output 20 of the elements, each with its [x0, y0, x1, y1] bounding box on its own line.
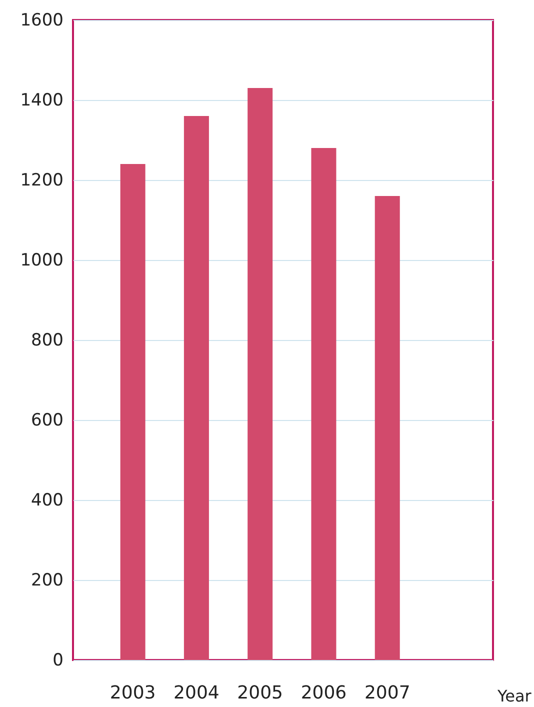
x-tick-label: 2005 — [237, 682, 283, 704]
x-tick-label: 2006 — [300, 682, 347, 704]
y-tick-label: 0 — [52, 650, 64, 670]
bar — [374, 196, 400, 660]
x-tick-label: 2007 — [364, 682, 410, 704]
x-tick-label: 2003 — [110, 682, 156, 704]
y-tick-label: 600 — [31, 410, 64, 430]
x-axis-title: Year — [496, 686, 532, 706]
bar — [311, 148, 336, 660]
y-tick-label: 200 — [31, 570, 64, 590]
y-tick-label: 400 — [31, 490, 64, 510]
y-tick-label: 1200 — [20, 170, 64, 190]
bar — [184, 116, 209, 660]
y-tick-label: 800 — [31, 330, 64, 350]
y-tick-label: 1600 — [20, 10, 64, 30]
x-tick-label: 2004 — [174, 682, 220, 704]
bar — [120, 164, 146, 660]
y-tick-label: 1400 — [20, 90, 64, 110]
y-tick-label: 1000 — [20, 250, 64, 270]
bar — [248, 88, 273, 660]
